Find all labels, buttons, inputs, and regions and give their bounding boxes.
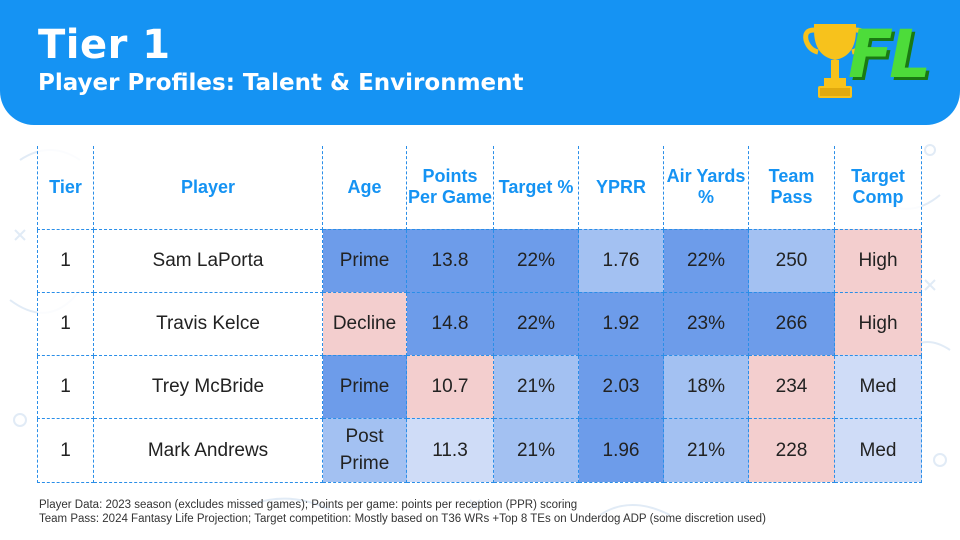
cell-tier: 1	[37, 354, 94, 419]
cell-age: Decline	[322, 291, 407, 356]
cell-ppg: 10.7	[406, 354, 494, 419]
cell-air-yards-pct: 18%	[663, 354, 749, 419]
table-row: 1 Sam LaPorta Prime 13.8 22% 1.76 22% 25…	[37, 228, 922, 293]
col-header-age: Age	[322, 146, 407, 230]
cell-target-pct: 21%	[493, 354, 579, 419]
col-header-team-pass: Team Pass	[748, 146, 835, 230]
player-profiles-table: Tier Player Age Points Per Game Target %…	[37, 146, 922, 483]
cell-player: Sam LaPorta	[93, 228, 323, 293]
cell-target-pct: 21%	[493, 417, 579, 483]
cell-ppg: 14.8	[406, 291, 494, 356]
table-row: 1 Travis Kelce Decline 14.8 22% 1.92 23%…	[37, 291, 922, 356]
table-row: 1 Trey McBride Prime 10.7 21% 2.03 18% 2…	[37, 354, 922, 419]
cell-ppg: 11.3	[406, 417, 494, 483]
cell-target-comp: High	[834, 228, 922, 293]
cell-age: Prime	[322, 228, 407, 293]
cell-team-pass: 266	[748, 291, 835, 356]
cell-team-pass: 228	[748, 417, 835, 483]
cell-yprr: 1.96	[578, 417, 664, 483]
cell-target-pct: 22%	[493, 228, 579, 293]
table-header-row: Tier Player Age Points Per Game Target %…	[37, 146, 922, 230]
cell-air-yards-pct: 23%	[663, 291, 749, 356]
header-banner: Tier 1 Player Profiles: Talent & Environ…	[0, 0, 960, 125]
cell-yprr: 2.03	[578, 354, 664, 419]
cell-yprr: 1.76	[578, 228, 664, 293]
col-header-target-comp: Target Comp	[834, 146, 922, 230]
footnote-line-2: Team Pass: 2024 Fantasy Life Projection;…	[39, 513, 766, 525]
col-header-tier: Tier	[37, 146, 94, 230]
cell-age: Post Prime	[322, 417, 407, 483]
cell-tier: 1	[37, 291, 94, 356]
trophy-icon	[803, 24, 867, 98]
cell-player: Travis Kelce	[93, 291, 323, 356]
col-header-points-per-game: Points Per Game	[406, 146, 494, 230]
cell-yprr: 1.92	[578, 291, 664, 356]
cell-player: Mark Andrews	[93, 417, 323, 483]
cell-team-pass: 234	[748, 354, 835, 419]
col-header-target-pct: Target %	[493, 146, 579, 230]
cell-age: Prime	[322, 354, 407, 419]
cell-air-yards-pct: 21%	[663, 417, 749, 483]
fantasy-life-logo: FL	[848, 16, 931, 93]
footnote-line-1: Player Data: 2023 season (excludes misse…	[39, 499, 578, 511]
page-title: Tier 1	[38, 22, 171, 68]
cell-target-comp: High	[834, 291, 922, 356]
table-row: 1 Mark Andrews Post Prime 11.3 21% 1.96 …	[37, 417, 922, 483]
cell-target-comp: Med	[834, 354, 922, 419]
page-subtitle: Player Profiles: Talent & Environment	[38, 70, 524, 96]
cell-target-pct: 22%	[493, 291, 579, 356]
cell-tier: 1	[37, 228, 94, 293]
cell-team-pass: 250	[748, 228, 835, 293]
footnotes: Player Data: 2023 season (excludes misse…	[39, 498, 766, 526]
cell-tier: 1	[37, 417, 94, 483]
cell-air-yards-pct: 22%	[663, 228, 749, 293]
col-header-air-yards-pct: Air Yards %	[663, 146, 749, 230]
col-header-player: Player	[93, 146, 323, 230]
cell-target-comp: Med	[834, 417, 922, 483]
cell-ppg: 13.8	[406, 228, 494, 293]
cell-player: Trey McBride	[93, 354, 323, 419]
col-header-yprr: YPRR	[578, 146, 664, 230]
